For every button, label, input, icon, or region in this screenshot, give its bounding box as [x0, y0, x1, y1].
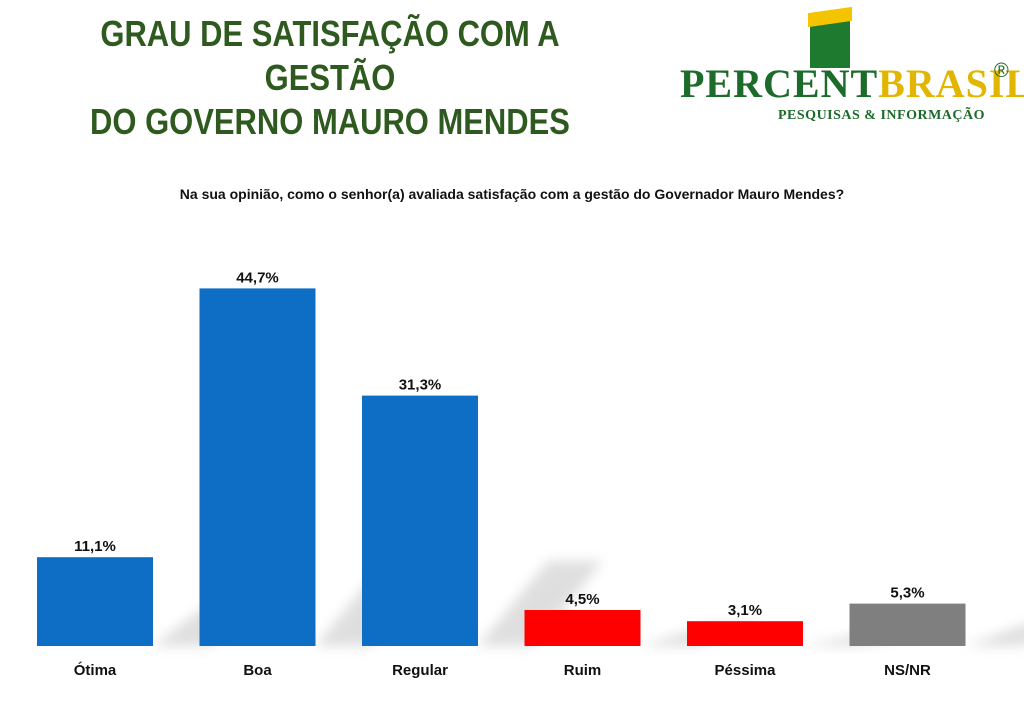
bar-otima [37, 557, 153, 646]
bar-pessima [687, 621, 803, 646]
bar-ns-nr [849, 603, 966, 646]
value-label-ns-nr: 5,3% [890, 585, 924, 602]
category-label-regular: Regular [392, 662, 448, 679]
bar-regular [362, 395, 478, 646]
category-label-boa: Boa [243, 662, 272, 679]
bar-shadow-ns-nr [965, 624, 1024, 646]
bar-ruim [524, 610, 641, 646]
title-line-2: DO GOVERNO MAURO MENDES [90, 101, 570, 142]
value-label-otima: 11,1% [74, 538, 116, 555]
category-label-ruim: Ruim [564, 662, 602, 679]
bar-boa [199, 288, 316, 646]
page-title: GRAU DE SATISFAÇÃO COM A GESTÃO DO GOVER… [46, 12, 614, 144]
logo-wordmark: PERCENTBRASIL [680, 60, 1024, 107]
value-label-pessima: 3,1% [728, 602, 762, 619]
category-label-pessima: Péssima [715, 662, 777, 679]
logo-wordmark-brasil: BRASIL [878, 61, 1024, 106]
title-line-1: GRAU DE SATISFAÇÃO COM A GESTÃO [100, 13, 560, 98]
value-label-regular: 31,3% [399, 377, 442, 394]
category-label-ns-nr: NS/NR [884, 662, 931, 679]
percentbrasil-logo: PERCENTBRASIL ® PESQUISAS & INFORMAÇÃO [676, 6, 1024, 130]
value-label-boa: 44,7% [236, 269, 279, 286]
logo-wordmark-percent: PERCENT [680, 61, 879, 106]
chart-question: Na sua opinião, como o senhor(a) avaliad… [179, 186, 845, 202]
bar-shadow-regular [478, 561, 603, 646]
logo-tagline: PESQUISAS & INFORMAÇÃO [778, 108, 986, 123]
category-label-otima: Ótima [74, 661, 117, 679]
registered-mark: ® [994, 60, 1009, 82]
value-label-ruim: 4,5% [565, 591, 599, 608]
